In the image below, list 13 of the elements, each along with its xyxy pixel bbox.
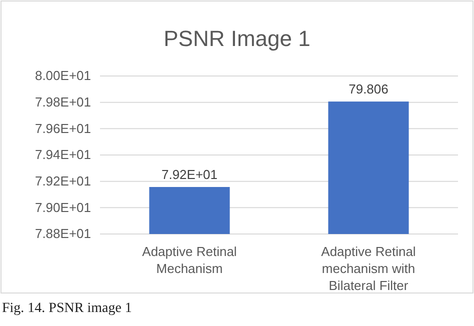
x-tick-label: Adaptive Retinal Mechanism: [142, 244, 237, 276]
x-tick-label: Adaptive Retinal mechanism with Bilateral Filter: [321, 244, 416, 293]
data-label: 7.92E+01: [161, 166, 218, 182]
y-tick-label: 7.98E+01: [34, 94, 91, 110]
y-tick-label: 8.00E+01: [34, 68, 91, 84]
y-tick-label: 7.88E+01: [34, 226, 91, 242]
chart-title: PSNR Image 1: [164, 26, 310, 51]
data-label: 79.806: [348, 82, 388, 97]
y-tick-label: 7.94E+01: [34, 147, 91, 162]
y-tick-label: 7.90E+01: [34, 200, 91, 215]
y-tick-label: 7.92E+01: [34, 173, 91, 188]
y-tick-label: 7.96E+01: [34, 120, 91, 136]
caption: Fig. 14. PSNR image 1: [2, 301, 132, 316]
